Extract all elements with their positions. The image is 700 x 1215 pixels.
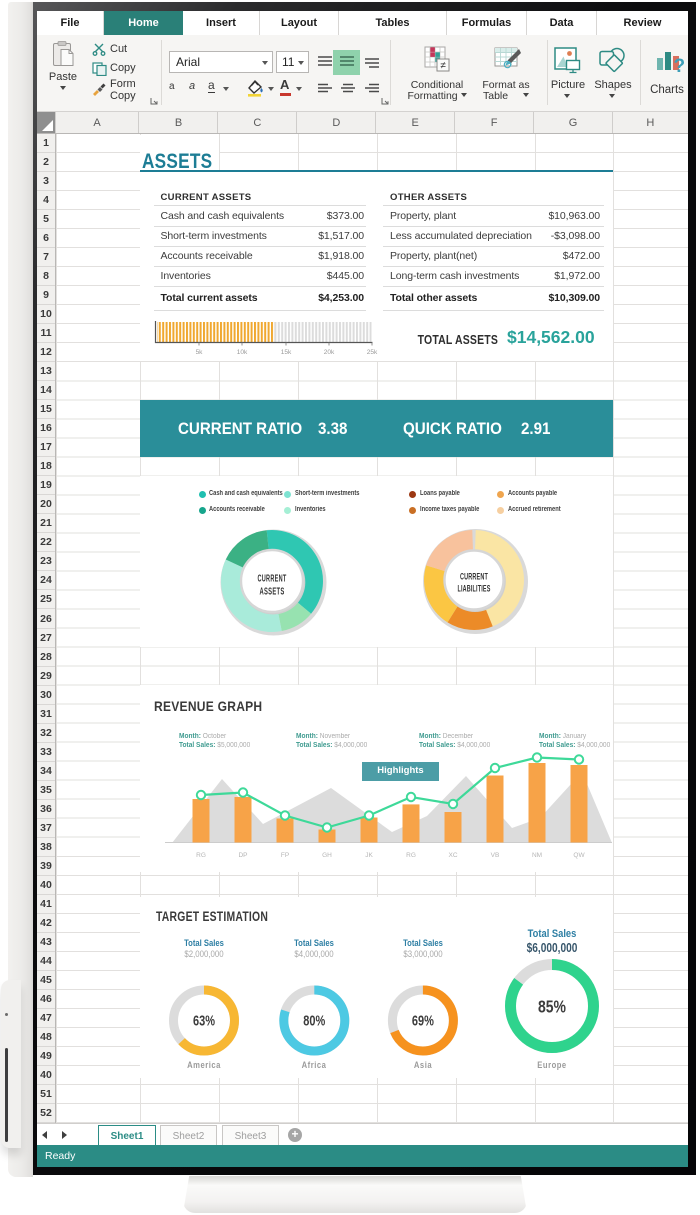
svg-text:69%: 69% [412,1014,434,1030]
svg-text:QW: QW [573,852,585,859]
svg-text:CURRENT: CURRENT [460,572,488,583]
svg-text:XC: XC [448,852,457,859]
svg-text:GH: GH [322,852,332,859]
svg-text:JK: JK [365,852,373,859]
svg-text:80%: 80% [303,1014,325,1030]
svg-text:RG: RG [196,852,206,859]
svg-text:63%: 63% [193,1014,215,1030]
svg-text:20k: 20k [324,349,335,356]
svg-text:ASSETS: ASSETS [260,586,285,598]
svg-text:LIABILITIES: LIABILITIES [458,584,491,595]
svg-text:NM: NM [532,852,542,859]
svg-text:RG: RG [406,852,416,859]
svg-text:10k: 10k [237,349,248,356]
svg-text:CURRENT: CURRENT [258,573,287,585]
svg-text:15k: 15k [281,349,292,356]
svg-text:85%: 85% [538,997,566,1017]
svg-text:VB: VB [491,852,500,859]
svg-text:5k: 5k [196,349,204,356]
svg-text:≠: ≠ [440,60,446,71]
svg-text:DP: DP [238,852,247,859]
svg-text:25k: 25k [367,349,378,356]
svg-text:?: ? [674,56,686,77]
svg-text:FP: FP [281,852,289,859]
